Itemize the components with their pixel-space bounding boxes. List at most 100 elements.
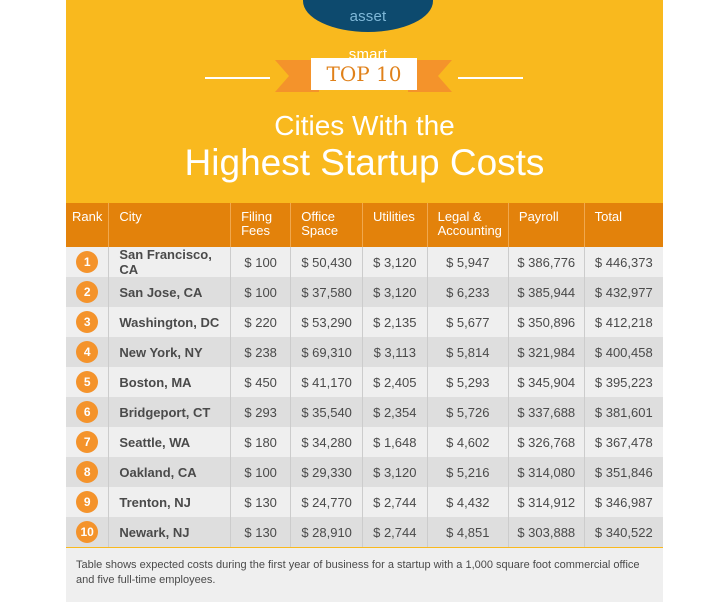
- legal-cell: $ 6,233: [426, 277, 509, 307]
- legal-cell: $ 4,602: [426, 427, 509, 457]
- filing-cell: $ 238: [230, 337, 291, 367]
- table-row: 7 Seattle, WA $ 180 $ 34,280 $ 1,648 $ 4,602 $…: [66, 427, 663, 457]
- office-cell: $ 41,170: [290, 367, 363, 397]
- col-total: Total: [583, 203, 663, 247]
- rank-cell: 3: [66, 307, 109, 337]
- total-cell: $ 351,846: [583, 457, 663, 487]
- utilities-cell: $ 2,744: [362, 487, 428, 517]
- utilities-cell: $ 3,120: [362, 277, 428, 307]
- payroll-cell: $ 385,944: [507, 277, 585, 307]
- rank-cell: 2: [66, 277, 109, 307]
- city-cell: Oakland, CA: [108, 457, 231, 487]
- total-cell: $ 367,478: [583, 427, 663, 457]
- filing-cell: $ 220: [230, 307, 291, 337]
- total-cell: $ 446,373: [583, 247, 663, 277]
- rank-cell: 4: [66, 337, 109, 367]
- city-cell: Trenton, NJ: [108, 487, 231, 517]
- col-rank: Rank: [66, 203, 109, 247]
- logo-text-asset: asset: [349, 8, 387, 25]
- rank-badge: 4: [76, 341, 99, 363]
- payroll-cell: $ 303,888: [507, 517, 585, 547]
- rank-badge: 6: [76, 401, 99, 423]
- divider-right: [458, 77, 523, 79]
- payroll-cell: $ 314,080: [507, 457, 585, 487]
- legal-cell: $ 4,432: [426, 487, 509, 517]
- rank-cell: 5: [66, 367, 109, 397]
- legal-cell: $ 5,293: [426, 367, 509, 397]
- legal-cell: $ 5,726: [426, 397, 509, 427]
- title-line-1: Cities With the: [274, 110, 455, 141]
- office-cell: $ 37,580: [290, 277, 363, 307]
- table-row: 8 Oakland, CA $ 100 $ 29,330 $ 3,120 $ 5,216 $…: [66, 457, 663, 487]
- rank-badge: 3: [76, 311, 99, 333]
- rank-badge: 10: [76, 521, 99, 543]
- payroll-cell: $ 345,904: [507, 367, 585, 397]
- total-cell: $ 412,218: [583, 307, 663, 337]
- payroll-cell: $ 350,896: [507, 307, 585, 337]
- office-cell: $ 29,330: [290, 457, 363, 487]
- office-cell: $ 28,910: [290, 517, 363, 547]
- payroll-cell: $ 326,768: [507, 427, 585, 457]
- table-row: 4 New York, NY $ 238 $ 69,310 $ 3,113 $ 5,814…: [66, 337, 663, 367]
- utilities-cell: $ 3,120: [362, 247, 428, 277]
- city-cell: Seattle, WA: [108, 427, 231, 457]
- filing-cell: $ 100: [230, 277, 291, 307]
- utilities-cell: $ 3,113: [362, 337, 428, 367]
- legal-cell: $ 5,216: [426, 457, 509, 487]
- total-cell: $ 432,977: [583, 277, 663, 307]
- filing-cell: $ 450: [230, 367, 291, 397]
- office-cell: $ 35,540: [290, 397, 363, 427]
- total-cell: $ 340,522: [583, 517, 663, 547]
- filing-cell: $ 130: [230, 487, 291, 517]
- col-utilities: Utilities: [362, 203, 428, 247]
- filing-cell: $ 180: [230, 427, 291, 457]
- city-cell: New York, NY: [108, 337, 231, 367]
- total-cell: $ 400,458: [583, 337, 663, 367]
- footnote-box: Table shows expected costs during the fi…: [66, 548, 663, 602]
- rank-cell: 7: [66, 427, 109, 457]
- table-row: 5 Boston, MA $ 450 $ 41,170 $ 2,405 $ 5,293 $ …: [66, 367, 663, 397]
- city-cell: San Francisco, CA: [108, 247, 231, 277]
- legal-cell: $ 5,814: [426, 337, 509, 367]
- city-cell: Newark, NJ: [108, 517, 231, 547]
- rank-badge: 8: [76, 461, 99, 483]
- payroll-cell: $ 386,776: [507, 247, 585, 277]
- table-row: 9 Trenton, NJ $ 130 $ 24,770 $ 2,744 $ 4,432 $…: [66, 487, 663, 517]
- payroll-cell: $ 321,984: [507, 337, 585, 367]
- legal-cell: $ 5,677: [426, 307, 509, 337]
- city-cell: Washington, DC: [108, 307, 231, 337]
- city-cell: San Jose, CA: [108, 277, 231, 307]
- rank-badge: 2: [76, 281, 99, 303]
- table-row: 2 San Jose, CA $ 100 $ 37,580 $ 3,120 $ 6,233…: [66, 277, 663, 307]
- filing-cell: $ 100: [230, 457, 291, 487]
- rank-cell: 8: [66, 457, 109, 487]
- utilities-cell: $ 2,405: [362, 367, 428, 397]
- table-row: 10 Newark, NJ $ 130 $ 28,910 $ 2,744 $ 4,851 $…: [66, 517, 663, 547]
- rank-cell: 1: [66, 247, 109, 277]
- legal-cell: $ 5,947: [426, 247, 509, 277]
- total-cell: $ 346,987: [583, 487, 663, 517]
- col-city: City: [108, 203, 231, 247]
- table-row: 6 Bridgeport, CT $ 293 $ 35,540 $ 2,354 $ 5,7…: [66, 397, 663, 427]
- footnote-text: Table shows expected costs during the fi…: [76, 559, 640, 586]
- legal-cell: $ 4,851: [426, 517, 509, 547]
- table-row: 3 Washington, DC $ 220 $ 53,290 $ 2,135 $ 5,6…: [66, 307, 663, 337]
- rank-badge: 1: [76, 251, 99, 273]
- top10-badge: TOP 10: [311, 58, 417, 90]
- total-cell: $ 381,601: [583, 397, 663, 427]
- utilities-cell: $ 3,120: [362, 457, 428, 487]
- utilities-cell: $ 2,135: [362, 307, 428, 337]
- col-filing-fees: Filing Fees: [230, 203, 291, 247]
- filing-cell: $ 100: [230, 247, 291, 277]
- col-legal-accounting: Legal & Accounting: [426, 203, 509, 247]
- city-cell: Boston, MA: [108, 367, 231, 397]
- col-payroll: Payroll: [507, 203, 585, 247]
- divider-left: [205, 77, 270, 79]
- rank-cell: 6: [66, 397, 109, 427]
- payroll-cell: $ 337,688: [507, 397, 585, 427]
- total-cell: $ 395,223: [583, 367, 663, 397]
- rank-badge: 9: [76, 491, 99, 513]
- rank-cell: 10: [66, 517, 109, 547]
- title-line-2: Highest Startup Costs: [184, 142, 545, 183]
- city-cell: Bridgeport, CT: [108, 397, 231, 427]
